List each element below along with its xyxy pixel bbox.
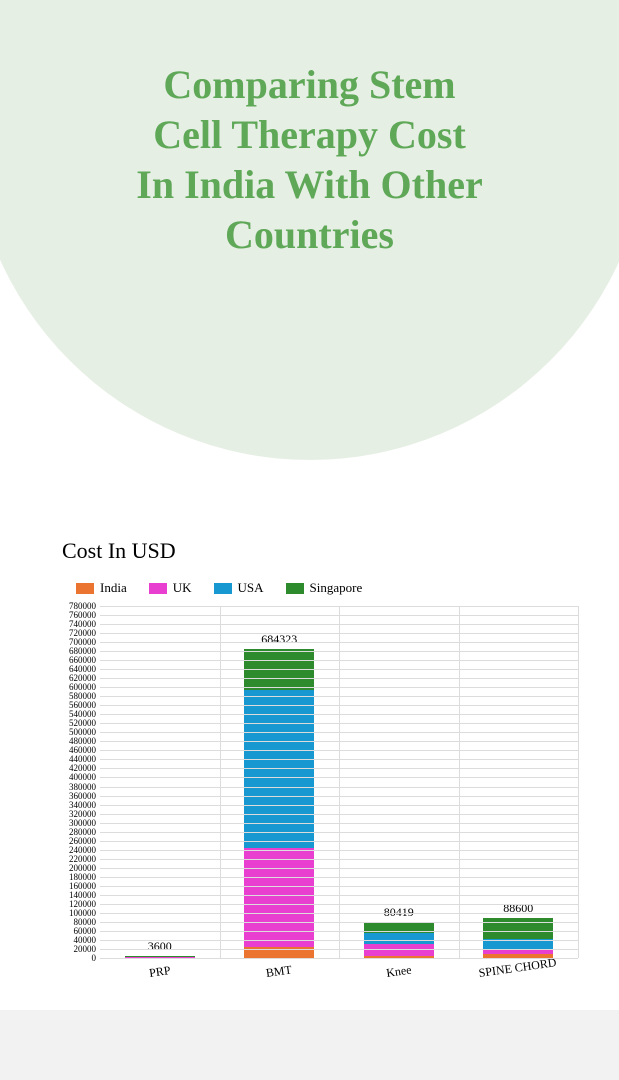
y-tick-label: 160000 <box>69 881 96 891</box>
page-title: Comparing StemCell Therapy CostIn India … <box>40 60 580 260</box>
y-tick-label: 380000 <box>69 782 96 792</box>
legend-item: USA <box>214 580 264 596</box>
y-tick-label: 300000 <box>69 818 96 828</box>
vertical-divider <box>339 606 340 958</box>
y-tick-label: 660000 <box>69 655 96 665</box>
y-tick-label: 0 <box>92 953 97 963</box>
y-tick-label: 440000 <box>69 754 96 764</box>
y-tick-label: 420000 <box>69 763 96 773</box>
y-tick-label: 240000 <box>69 845 96 855</box>
x-category-label: PRP <box>148 963 171 981</box>
y-tick-label: 120000 <box>69 899 96 909</box>
legend-label: India <box>100 580 127 596</box>
legend-swatch <box>286 583 304 594</box>
legend-item: UK <box>149 580 192 596</box>
y-tick-label: 580000 <box>69 691 96 701</box>
chart: India UK USA Singapore 3600PRP684323BMT8041… <box>48 580 578 958</box>
legend-label: USA <box>238 580 264 596</box>
y-tick-label: 560000 <box>69 700 96 710</box>
y-tick-label: 540000 <box>69 709 96 719</box>
bar-segment <box>364 933 434 944</box>
y-tick-label: 740000 <box>69 619 96 629</box>
legend-item: Singapore <box>286 580 363 596</box>
vertical-divider <box>578 606 579 958</box>
legend-label: Singapore <box>310 580 363 596</box>
y-tick-label: 760000 <box>69 610 96 620</box>
y-tick-label: 320000 <box>69 809 96 819</box>
legend-label: UK <box>173 580 192 596</box>
y-tick-label: 180000 <box>69 872 96 882</box>
y-tick-label: 340000 <box>69 800 96 810</box>
y-tick-label: 700000 <box>69 637 96 647</box>
legend: India UK USA Singapore <box>76 580 578 596</box>
y-tick-label: 400000 <box>69 772 96 782</box>
y-tick-label: 500000 <box>69 727 96 737</box>
legend-swatch <box>214 583 232 594</box>
y-tick-label: 20000 <box>74 944 97 954</box>
y-tick-label: 60000 <box>74 926 97 936</box>
y-tick-label: 40000 <box>74 935 97 945</box>
x-category-label: SPINE CHORD <box>478 955 558 981</box>
y-tick-label: 460000 <box>69 745 96 755</box>
y-tick-label: 100000 <box>69 908 96 918</box>
y-tick-label: 620000 <box>69 673 96 683</box>
y-tick-label: 280000 <box>69 827 96 837</box>
x-category-label: Knee <box>385 963 412 981</box>
legend-swatch <box>76 583 94 594</box>
y-tick-label: 360000 <box>69 791 96 801</box>
y-tick-label: 600000 <box>69 682 96 692</box>
y-tick-label: 220000 <box>69 854 96 864</box>
bar-total-label: 3600 <box>148 939 172 954</box>
y-tick-label: 80000 <box>74 917 97 927</box>
legend-item: India <box>76 580 127 596</box>
y-tick-label: 140000 <box>69 890 96 900</box>
bar-total-label: 684323 <box>261 632 297 647</box>
chart-subtitle: Cost In USD <box>62 538 176 564</box>
y-tick-label: 260000 <box>69 836 96 846</box>
y-tick-label: 780000 <box>69 601 96 611</box>
y-tick-label: 640000 <box>69 664 96 674</box>
vertical-divider <box>459 606 460 958</box>
bar-segment <box>364 944 434 955</box>
bar-segment <box>244 848 314 947</box>
legend-swatch <box>149 583 167 594</box>
grid-line <box>100 958 578 959</box>
vertical-divider <box>220 606 221 958</box>
y-tick-label: 200000 <box>69 863 96 873</box>
x-category-label: BMT <box>265 962 293 980</box>
y-tick-label: 720000 <box>69 628 96 638</box>
bar-group: 88600SPINE CHORD <box>483 918 553 958</box>
footer-bar <box>0 1010 619 1080</box>
plot-area: 3600PRP684323BMT80419Knee88600SPINE CHOR… <box>100 606 578 958</box>
y-tick-label: 680000 <box>69 646 96 656</box>
y-tick-label: 520000 <box>69 718 96 728</box>
y-tick-label: 480000 <box>69 736 96 746</box>
